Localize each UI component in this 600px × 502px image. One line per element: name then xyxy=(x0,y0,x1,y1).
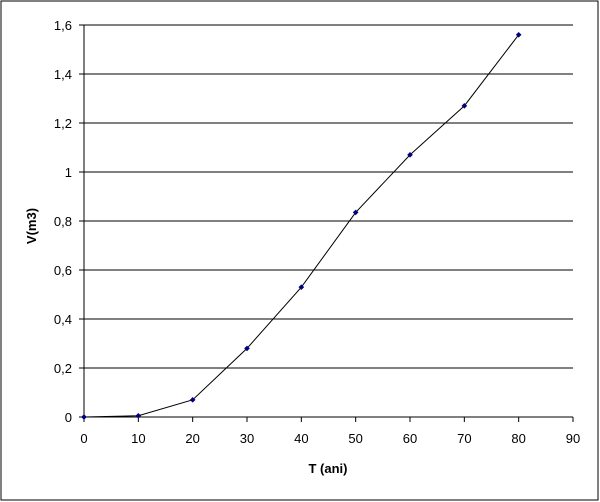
x-tick-labels: 0 10 20 30 40 50 60 70 80 90 xyxy=(80,431,580,446)
data-point xyxy=(189,397,196,403)
data-point xyxy=(352,209,359,216)
data-point xyxy=(515,31,522,38)
y-tick-label: 1,2 xyxy=(54,116,72,131)
y-tick-labels: 0 0,2 0,4 0,6 0,8 1 1,2 1,4 1,6 xyxy=(54,18,72,425)
x-axis-title: T (ani) xyxy=(309,461,348,476)
data-point xyxy=(244,345,250,352)
y-tick-label: 1 xyxy=(65,165,72,180)
x-tick-label: 0 xyxy=(80,431,87,446)
x-tick-label: 70 xyxy=(457,431,471,446)
x-tick-label: 60 xyxy=(403,431,417,446)
x-tick-label: 90 xyxy=(566,431,580,446)
x-tick-label: 10 xyxy=(131,431,145,446)
x-tick-label: 30 xyxy=(240,431,254,446)
x-tick-label: 80 xyxy=(511,431,525,446)
y-tick-label: 0 xyxy=(65,410,72,425)
y-tick-label: 0,4 xyxy=(54,312,72,327)
x-tick-label: 20 xyxy=(185,431,199,446)
axes xyxy=(79,24,574,422)
y-tick-label: 0,6 xyxy=(54,263,72,278)
data-point xyxy=(298,284,305,290)
y-tick-label: 1,4 xyxy=(54,67,72,82)
data-point xyxy=(461,103,468,109)
y-tick-label: 1,6 xyxy=(54,18,72,33)
data-point xyxy=(81,414,87,420)
y-axis-title: V(m3) xyxy=(24,208,39,244)
y-tick-label: 0,2 xyxy=(54,361,72,376)
data-point xyxy=(407,152,413,158)
x-tick-label: 40 xyxy=(294,431,308,446)
y-tick-label: 0,8 xyxy=(54,214,72,229)
data-point xyxy=(135,412,142,419)
x-tick-label: 50 xyxy=(348,431,362,446)
grid-lines xyxy=(84,24,573,369)
series-plot xyxy=(81,31,522,420)
